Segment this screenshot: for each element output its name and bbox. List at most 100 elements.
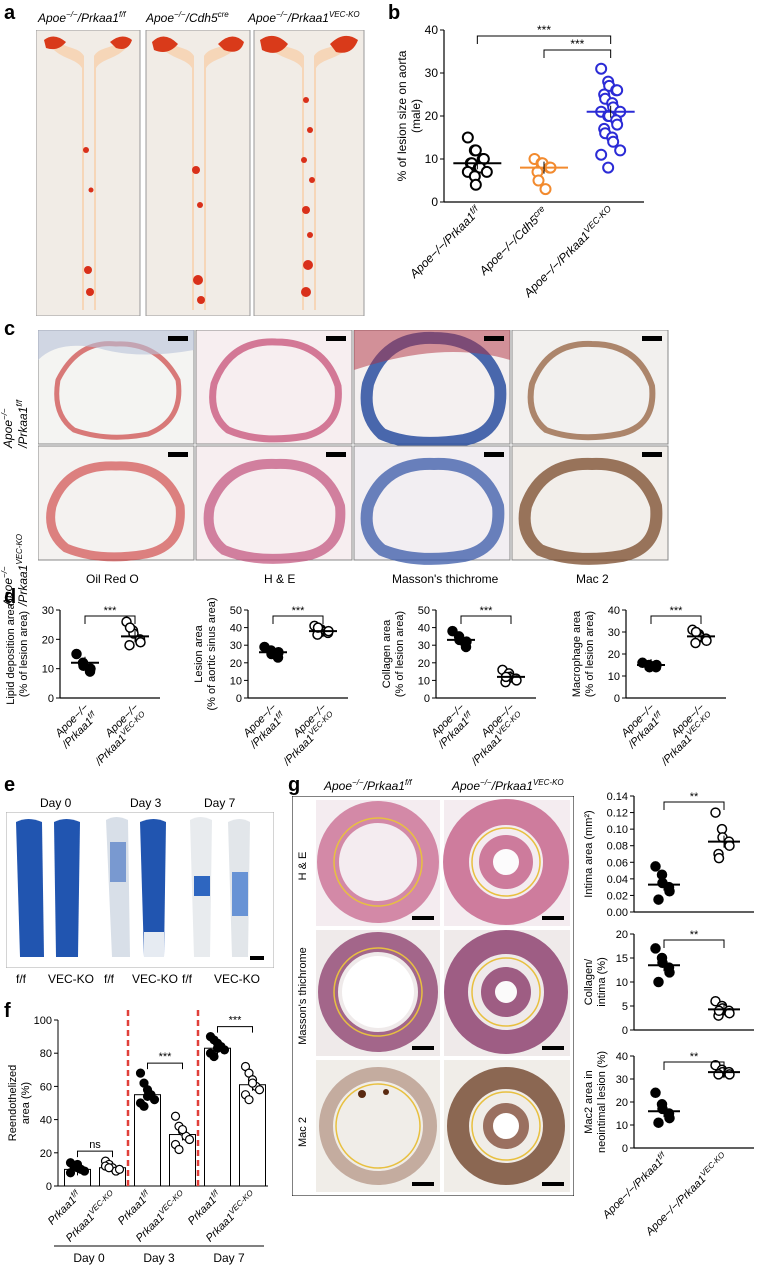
y-tick-label: 10 <box>425 152 439 166</box>
panel-e-geno-6: VEC-KO <box>214 972 261 986</box>
y-tick-label: 15 <box>616 953 628 965</box>
significance-label: *** <box>229 1015 243 1027</box>
x-tick-label: Apoe−/−/Prkaa1f/f <box>405 202 484 281</box>
y-tick-label: 30 <box>608 627 620 639</box>
x-tick-label: Apoe−/−/Prkaa1VEC-KO <box>649 701 716 768</box>
y-axis-label: Mac2 area inneointimal lesion (%) <box>583 1051 608 1153</box>
x-tick-label-base: Apoe−/−/Prkaa1 <box>600 1156 665 1221</box>
data-point <box>595 148 608 161</box>
data-point <box>532 174 545 187</box>
panel-g-col-label-2: Apoe−/−/Prkaa1VEC-KO <box>452 778 564 793</box>
y-tick-label: 20 <box>608 649 620 661</box>
bar <box>204 1047 231 1187</box>
x-tick-label-sup: VEC-KO <box>87 1188 115 1216</box>
x-tick-label-sup: f/f <box>139 1188 151 1200</box>
y-tick-label: 0 <box>236 693 242 705</box>
y-tick-label: 10 <box>608 671 620 683</box>
y-tick-label: 20 <box>418 658 430 670</box>
y-tick-label: 10 <box>418 675 430 687</box>
data-point <box>124 622 136 633</box>
panel-g-row-label-1: H & E <box>297 852 309 881</box>
y-tick-label: 0.12 <box>607 808 628 820</box>
y-tick-label: 40 <box>425 23 439 37</box>
panel-g2-chart: 0 5 10 15 20 Collagen/intima (%) ** <box>583 929 754 1037</box>
data-point <box>653 894 664 905</box>
panel-a-caption-2: Apoe−/−/Cdh5cre <box>146 10 229 25</box>
bar <box>134 1094 161 1187</box>
y-tick-label: 20 <box>42 634 54 646</box>
significance-bracket <box>663 1061 725 1070</box>
significance-label: *** <box>292 605 306 617</box>
tile-mac2-veckko <box>511 445 669 565</box>
panel-label-a: a <box>4 2 16 24</box>
y-tick-label: 20 <box>425 109 439 123</box>
y-tick-label: 0.14 <box>607 791 628 803</box>
data-point <box>650 861 661 872</box>
significance-bracket <box>272 615 324 624</box>
y-tick-label: 20 <box>616 929 628 941</box>
panel-e-geno-5: f/f <box>182 972 193 986</box>
data-point <box>244 1095 254 1105</box>
x-tick-label-base: Prkaa1 <box>46 1194 79 1227</box>
significance-label: *** <box>159 1051 173 1063</box>
y-tick-label: 10 <box>616 977 628 989</box>
panel-g-histology: H & E Masson's thichrome Mac 2 <box>292 796 574 1196</box>
panel-a-aorta-photos <box>36 30 365 316</box>
data-point <box>247 1078 258 1088</box>
x-tick-label-sup: f/f <box>462 709 474 721</box>
panel-e-carotid-photos <box>6 812 274 968</box>
y-tick-label: 0.00 <box>607 907 628 919</box>
y-tick-label: 50 <box>230 605 242 617</box>
x-tick-label: Apoe−/−/Prkaa1f/f <box>238 701 288 751</box>
x-tick-label-sup: VEC-KO <box>582 204 613 235</box>
data-point <box>595 62 608 75</box>
x-tick-label-base: Prkaa1 <box>186 1194 219 1227</box>
x-tick-label-base: Prkaa1 <box>134 1211 167 1244</box>
panel-e-geno-1: f/f <box>16 972 27 986</box>
y-tick-label: 30 <box>616 1074 628 1086</box>
y-tick-label: 20 <box>616 1097 628 1109</box>
y-tick-label: 80 <box>40 1048 52 1060</box>
y-tick-label: 0 <box>48 693 54 705</box>
panel-d1-chart: 0 10 20 30 Lipid deposition area(% of lesion… <box>5 602 160 769</box>
y-tick-label: 0 <box>431 195 438 209</box>
data-point <box>139 1101 149 1111</box>
data-point <box>170 1111 181 1121</box>
data-point <box>177 1124 188 1135</box>
x-tick-label-sup: f/f <box>656 1150 668 1162</box>
x-tick-label: Apoe−/−/Prkaa1VEC-KO <box>459 701 526 768</box>
x-tick-label-base: Apoe−/−/Prkaa1 <box>643 1173 708 1238</box>
group-label: Day 3 <box>143 1251 175 1265</box>
panel-f-chart: 0 20 40 60 80 100 Reendothelizedarea (%) ns *** *… <box>7 1010 268 1265</box>
panel-c-col-label-4: Mac 2 <box>576 572 609 586</box>
g-tile-masson-ff <box>316 930 440 1056</box>
data-point <box>690 626 702 638</box>
g-tile-he-veckko <box>443 799 570 926</box>
significance-label: *** <box>104 605 118 617</box>
y-tick-label: 5 <box>622 1001 628 1013</box>
x-tick-label: Apoe−/−/Prkaa1f/f <box>599 1150 671 1222</box>
y-tick-label: 10 <box>230 675 242 687</box>
data-point <box>650 943 661 954</box>
y-axis-label-line: (male) <box>409 99 423 133</box>
y-tick-label: 0 <box>622 1143 628 1155</box>
y-axis-label: Lipid deposition area(% of lesion area) <box>5 602 30 704</box>
y-axis-label-line: Reendothelized <box>7 1065 19 1141</box>
data-point <box>611 84 624 97</box>
y-axis-label-line: area (%) <box>20 1082 32 1124</box>
panel-d4-chart: 0 10 20 30 40 Macrophage area(% of lesion are… <box>571 605 726 769</box>
tile-oilredo-veckko <box>38 445 195 562</box>
g-tile-masson-veckko <box>444 930 570 1056</box>
y-axis-label: Macrophage area(% of lesion area) <box>571 610 596 697</box>
x-tick-label-sup: f/f <box>652 709 664 721</box>
panel-label-d: d <box>4 586 17 608</box>
g-tile-mac2-ff <box>316 1060 440 1192</box>
carotid-day3 <box>106 817 166 957</box>
data-point <box>614 144 627 157</box>
y-tick-label: 0.08 <box>607 841 628 853</box>
x-tick-label: Apoe−/−/Prkaa1f/f <box>426 701 476 751</box>
data-point <box>664 967 675 978</box>
group-label: Day 7 <box>213 1251 245 1265</box>
g-tile-he-ff <box>316 800 440 926</box>
x-tick-label: Apoe−/−/Prkaa1f/f <box>616 701 666 751</box>
